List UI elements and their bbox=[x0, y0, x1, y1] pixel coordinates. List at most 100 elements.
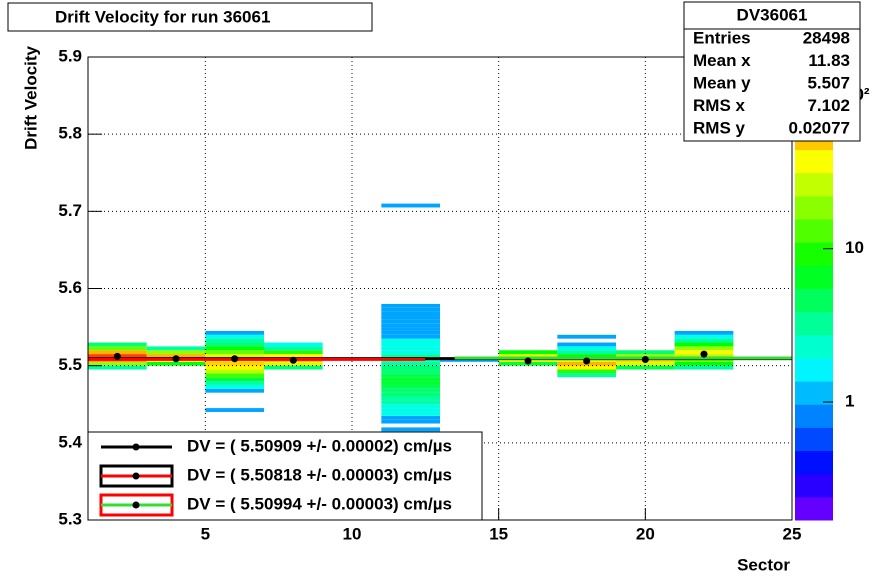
heatmap-cell bbox=[381, 327, 440, 331]
heatmap-cell bbox=[88, 365, 147, 370]
heatmap-cell bbox=[205, 369, 264, 374]
heatmap-cell bbox=[381, 411, 440, 416]
heatmap-cell bbox=[381, 346, 440, 351]
y-tick-label: 5.8 bbox=[58, 124, 82, 143]
x-tick-label: 25 bbox=[783, 524, 802, 543]
x-axis-label: Sector bbox=[737, 555, 790, 574]
colorbar-band bbox=[795, 172, 833, 197]
heatmap-cell bbox=[381, 384, 440, 389]
profile-point bbox=[172, 355, 180, 363]
y-axis-label: Drift Velocity bbox=[21, 45, 40, 149]
heatmap-cell bbox=[381, 396, 440, 401]
y-tick-label: 5.3 bbox=[58, 509, 82, 528]
heatmap-cell bbox=[88, 342, 147, 347]
chart-title: Drift Velocity for run 36061 bbox=[55, 7, 270, 26]
x-tick-label: 20 bbox=[636, 524, 655, 543]
heatmap-cell bbox=[557, 373, 616, 378]
y-tick-label: 5.6 bbox=[58, 278, 82, 297]
heatmap-cell bbox=[205, 384, 264, 389]
heatmap-cell bbox=[557, 350, 616, 355]
heatmap-cell bbox=[205, 373, 264, 378]
heatmap-cell bbox=[381, 427, 440, 432]
legend-label: DV = ( 5.50994 +/- 0.00003) cm/µs bbox=[187, 494, 452, 513]
colorbar-band bbox=[795, 311, 833, 336]
y-tick-label: 5.5 bbox=[58, 355, 82, 374]
heatmap-cell bbox=[381, 377, 440, 382]
heatmap-cell bbox=[381, 415, 440, 420]
legend-label: DV = ( 5.50909 +/- 0.00002) cm/µs bbox=[187, 436, 452, 455]
heatmap-cell bbox=[264, 354, 323, 358]
heatmap-cell bbox=[381, 369, 440, 374]
heatmap-cell bbox=[381, 203, 440, 208]
heatmap-cell bbox=[674, 330, 734, 335]
heatmap-cell bbox=[674, 361, 734, 366]
x-tick-label: 10 bbox=[343, 524, 362, 543]
heatmap-cell bbox=[146, 361, 206, 366]
profile-point bbox=[700, 350, 708, 358]
heatmap-cell bbox=[381, 404, 440, 409]
profile-point bbox=[641, 355, 649, 363]
colorbar-band bbox=[795, 334, 833, 359]
heatmap-cell bbox=[674, 342, 734, 347]
heatmap-cell bbox=[381, 354, 440, 358]
legend-marker bbox=[132, 501, 140, 509]
colorbar-band bbox=[795, 242, 833, 266]
heatmap-cell bbox=[381, 408, 440, 412]
y-tick-label: 5.9 bbox=[58, 46, 82, 65]
heatmap-cell bbox=[498, 350, 558, 355]
colorbar-tick-label: 1 bbox=[845, 392, 854, 411]
heatmap-cell bbox=[264, 346, 323, 351]
stats-value: 11.83 bbox=[808, 51, 850, 70]
y-tick-label: 5.4 bbox=[58, 432, 82, 451]
stats-key: Mean y bbox=[693, 73, 751, 92]
heatmap-cell bbox=[381, 373, 440, 378]
heatmap-cell bbox=[88, 346, 147, 351]
heatmap-cell bbox=[381, 400, 440, 405]
heatmap-cell bbox=[205, 338, 264, 343]
heatmap-cell bbox=[381, 361, 440, 366]
heatmap-cell bbox=[381, 303, 440, 308]
heatmap-cell bbox=[205, 330, 264, 335]
heatmap-cell bbox=[146, 346, 206, 351]
colorbar-band bbox=[795, 496, 833, 521]
heatmap-cell bbox=[616, 350, 675, 355]
heatmap-cell bbox=[498, 354, 558, 358]
heatmap-cell bbox=[616, 365, 675, 370]
colorbar-band bbox=[795, 404, 833, 428]
stats-value: 0.02077 bbox=[789, 118, 850, 137]
heatmap-cell bbox=[205, 408, 264, 412]
colorbar-band bbox=[795, 427, 833, 452]
heatmap-cell bbox=[381, 392, 440, 397]
heatmap-cell bbox=[674, 346, 734, 351]
legend-marker bbox=[132, 443, 140, 451]
colorbar-band bbox=[795, 357, 833, 382]
stats-title: DV36061 bbox=[737, 5, 808, 24]
heatmap-cell bbox=[381, 342, 440, 347]
stats-value: 28498 bbox=[803, 28, 850, 47]
heatmap-cell bbox=[381, 307, 440, 312]
stats-value: 7.102 bbox=[807, 96, 850, 115]
heatmap-cell bbox=[674, 338, 734, 343]
heatmap-cell bbox=[381, 319, 440, 324]
heatmap-cell bbox=[205, 346, 264, 351]
heatmap-cell bbox=[381, 381, 440, 385]
heatmap-cell bbox=[381, 365, 440, 370]
heatmap-cell bbox=[205, 365, 264, 370]
stats-key: Mean x bbox=[693, 51, 751, 70]
profile-point bbox=[289, 356, 297, 364]
heatmap-cell bbox=[557, 354, 616, 358]
heatmap-cell bbox=[146, 350, 206, 355]
heatmap-cell bbox=[381, 315, 440, 320]
heatmap-cell bbox=[205, 342, 264, 347]
heatmap-cell bbox=[381, 350, 440, 355]
heatmap-cell bbox=[205, 350, 264, 355]
heatmap-cell bbox=[264, 365, 323, 370]
heatmap-cell bbox=[205, 381, 264, 385]
stats-key: RMS y bbox=[693, 118, 746, 137]
legend-label: DV = ( 5.50818 +/- 0.00003) cm/µs bbox=[187, 465, 452, 484]
colorbar-band bbox=[795, 265, 833, 289]
colorbar-band bbox=[795, 473, 833, 498]
colorbar-band bbox=[795, 381, 833, 405]
colorbar-band bbox=[795, 195, 833, 220]
